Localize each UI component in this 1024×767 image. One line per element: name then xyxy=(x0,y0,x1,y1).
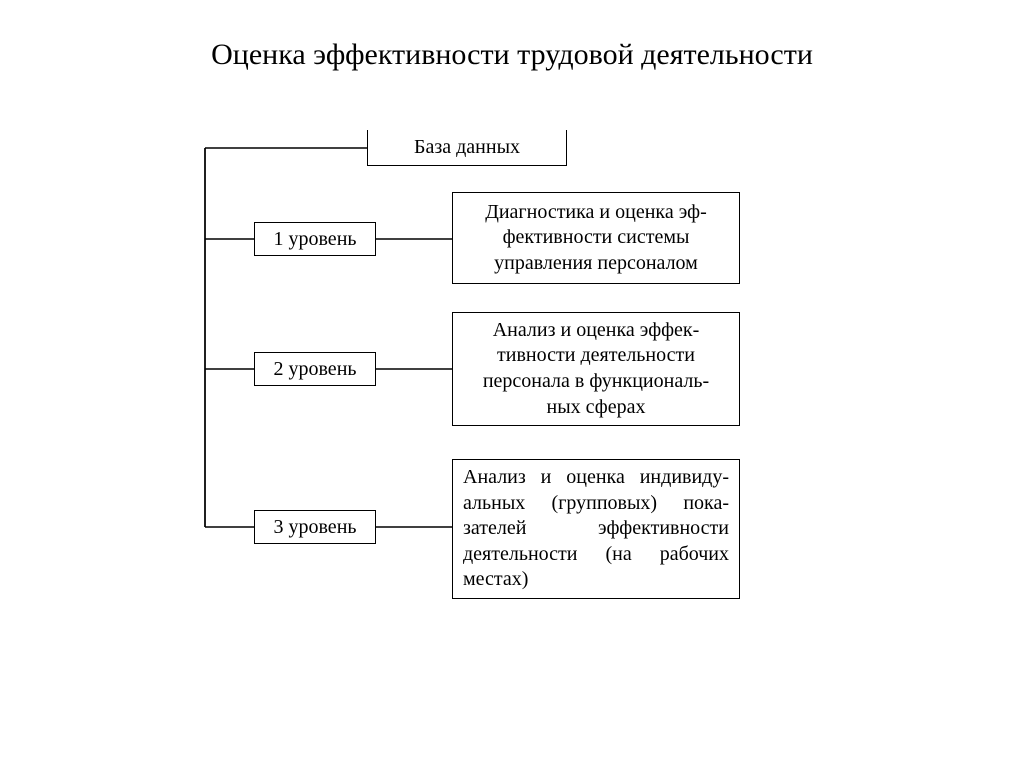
page-title: Оценка эффективности трудовой деятельнос… xyxy=(0,38,1024,72)
desc-text: Анализ и оценка индивиду-альных (группов… xyxy=(463,465,729,593)
desc-text: Анализ и оценка эффек-тивности деятельно… xyxy=(463,318,729,420)
level-node-1: 1 уровень xyxy=(254,222,376,256)
root-node: База данных xyxy=(367,130,567,166)
desc-node-2: Анализ и оценка эффек-тивности деятельно… xyxy=(452,312,740,426)
level-node-2: 2 уровень xyxy=(254,352,376,386)
desc-node-3: Анализ и оценка индивиду-альных (группов… xyxy=(452,459,740,599)
desc-text: Диагностика и оценка эф-фективности сист… xyxy=(463,200,729,277)
level-label: 2 уровень xyxy=(273,358,356,381)
level-label: 3 уровень xyxy=(273,516,356,539)
desc-node-1: Диагностика и оценка эф-фективности сист… xyxy=(452,192,740,284)
level-node-3: 3 уровень xyxy=(254,510,376,544)
root-label: База данных xyxy=(414,136,520,159)
level-label: 1 уровень xyxy=(273,228,356,251)
